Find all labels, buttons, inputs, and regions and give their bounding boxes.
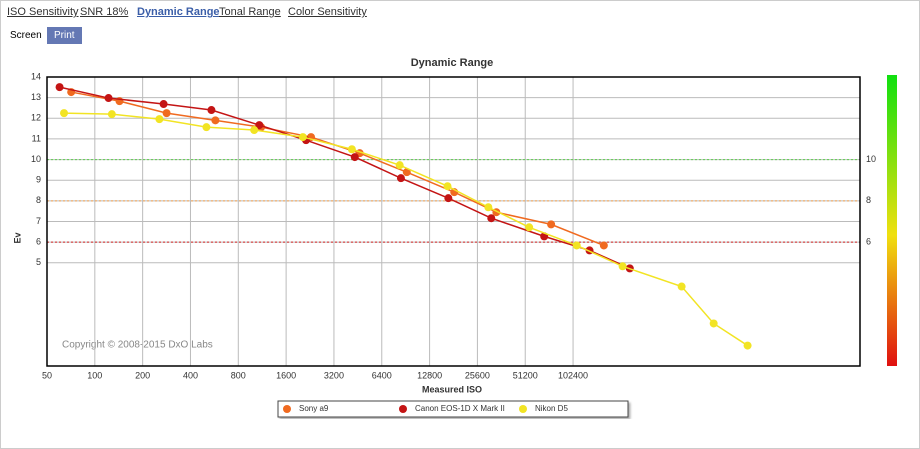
data-point — [211, 116, 220, 125]
x-tick-label: 1600 — [276, 370, 296, 380]
x-tick-label: 12800 — [417, 370, 442, 380]
color-scale — [887, 75, 897, 366]
data-point — [255, 121, 264, 130]
data-point — [677, 282, 686, 291]
series-line — [59, 86, 631, 270]
legend-marker — [519, 405, 527, 413]
data-point — [207, 106, 216, 115]
plot-border — [46, 76, 861, 367]
x-tick-label: 50 — [42, 370, 52, 380]
legend-label: Sony a9 — [299, 404, 329, 413]
y-tick-label: 13 — [31, 92, 41, 102]
x-tick-label: 25600 — [465, 370, 490, 380]
data-point — [159, 100, 168, 109]
y-axis-label: Ev — [12, 232, 22, 243]
y-tick-label: 8 — [36, 195, 41, 205]
y-tick-label: 14 — [31, 71, 41, 81]
data-point — [55, 83, 64, 92]
data-point — [709, 319, 718, 328]
data-point — [444, 194, 453, 203]
data-point — [525, 223, 534, 232]
data-point — [162, 109, 171, 118]
data-point — [395, 161, 404, 170]
data-point — [443, 182, 452, 191]
y-tick-label: 12 — [31, 113, 41, 123]
x-tick-label: 6400 — [372, 370, 392, 380]
x-tick-label: 51200 — [513, 370, 538, 380]
legend-marker — [399, 405, 407, 413]
reference-label: 8 — [866, 195, 871, 205]
data-point — [250, 126, 259, 135]
data-point — [202, 123, 211, 132]
chart-title: Dynamic Range — [411, 57, 494, 69]
data-point — [396, 174, 405, 183]
legend-marker — [283, 405, 291, 413]
button[interactable]: Print — [47, 27, 82, 44]
reference-label: 6 — [866, 237, 871, 247]
y-tick-label: 5 — [36, 257, 41, 267]
y-tick-label: 11 — [32, 133, 41, 143]
data-point — [572, 241, 581, 250]
tab[interactable]: Dynamic Range — [137, 6, 220, 18]
y-tick-label: 9 — [36, 175, 41, 185]
legend-label: Canon EOS-1D X Mark II — [415, 404, 505, 413]
data-point — [484, 203, 493, 212]
series-line — [64, 112, 748, 347]
data-point — [107, 110, 116, 119]
tab[interactable]: SNR 18% — [80, 6, 129, 18]
x-axis-label: Measured ISO — [422, 384, 482, 394]
tab[interactable]: Tonal Range — [219, 6, 281, 18]
legend-label: Nikon D5 — [535, 404, 568, 413]
copyright: Copyright © 2008-2015 DxO Labs — [62, 340, 213, 351]
data-point — [347, 145, 356, 154]
tab[interactable]: ISO Sensitivity — [7, 6, 79, 18]
data-point — [599, 241, 608, 250]
x-tick-label: 200 — [135, 370, 150, 380]
y-tick-label: 6 — [36, 237, 41, 247]
y-tick-label: 7 — [36, 216, 41, 226]
data-point — [350, 153, 359, 162]
x-tick-label: 800 — [231, 370, 246, 380]
x-tick-label: 3200 — [324, 370, 344, 380]
reference-label: 10 — [866, 154, 876, 164]
data-point — [547, 220, 556, 229]
x-tick-label: 100 — [87, 370, 102, 380]
data-point — [104, 94, 113, 103]
x-tick-label: 102400 — [558, 370, 588, 380]
data-point — [487, 214, 496, 223]
tab[interactable]: Color Sensitivity — [288, 6, 367, 18]
series-line — [71, 91, 605, 247]
y-tick-label: 10 — [31, 154, 41, 164]
button[interactable]: Screen — [10, 30, 42, 41]
x-tick-label: 400 — [183, 370, 198, 380]
data-point — [155, 115, 164, 124]
data-point — [60, 109, 69, 118]
data-point — [743, 341, 752, 350]
data-point — [298, 133, 307, 142]
legend — [277, 400, 629, 418]
data-point — [618, 262, 627, 271]
data-point — [402, 168, 411, 177]
